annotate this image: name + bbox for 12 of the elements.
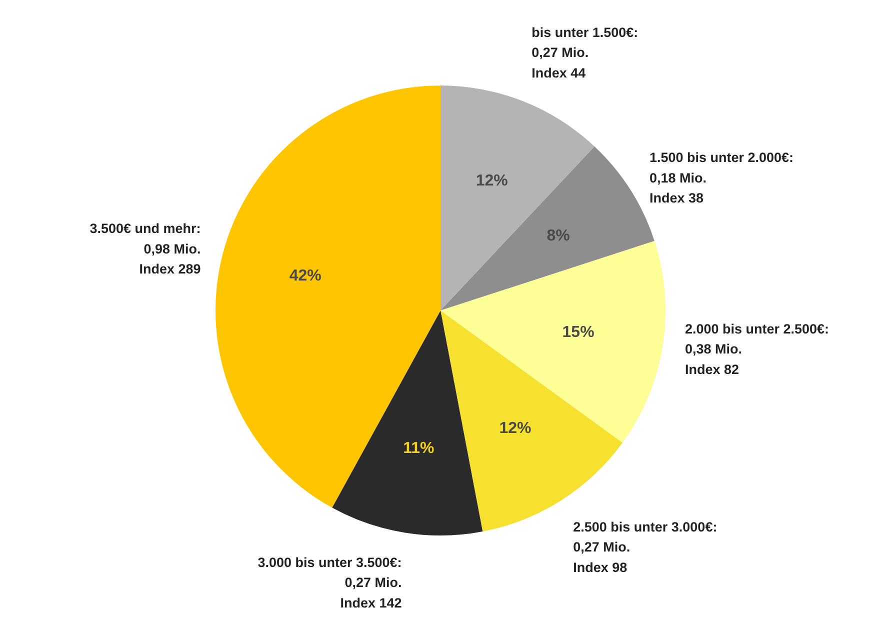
slice-label: 2.500 bis unter 3.000€: 0,27 Mio. Index 98 bbox=[573, 519, 718, 575]
data-label: 11% bbox=[403, 440, 434, 457]
slice-label: bis unter 1.500€: 0,27 Mio. Index 44 bbox=[532, 24, 638, 80]
slice-label: 2.000 bis unter 2.500€: 0,38 Mio. Index 82 bbox=[684, 321, 830, 377]
slice-label: 1.500 bis unter 2.000€: 0,18 Mio. Index 38 bbox=[649, 150, 794, 206]
data-label: 15% bbox=[562, 324, 594, 341]
slice-label: 3.500€ und mehr: 0,98 Mio. Index 289 bbox=[90, 221, 201, 277]
data-label: 42% bbox=[289, 267, 322, 284]
data-label: 12% bbox=[499, 420, 532, 437]
data-label: 8% bbox=[546, 227, 570, 244]
data-label: 12% bbox=[476, 172, 508, 190]
slice-label: 3.000 bis unter 3.500€: 0,27 Mio. Index 142 bbox=[258, 554, 402, 610]
